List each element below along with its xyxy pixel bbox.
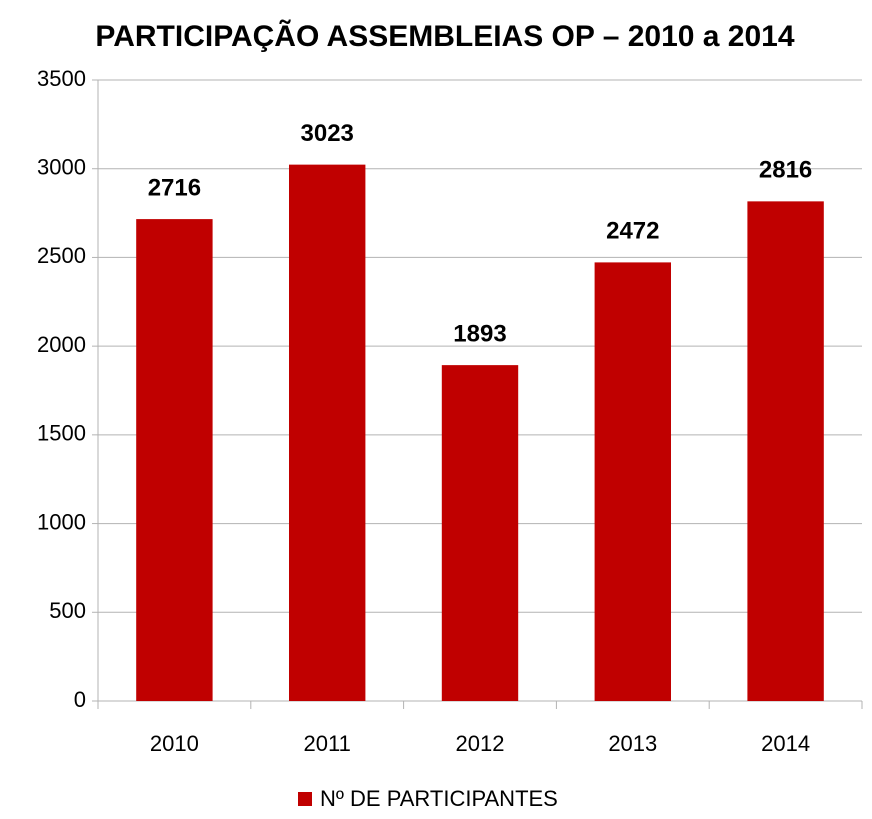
y-tick-label: 1500 (37, 421, 86, 446)
bar (747, 201, 824, 701)
bar (441, 365, 519, 701)
data-label: 2816 (759, 157, 812, 184)
y-tick-label: 3500 (37, 66, 86, 91)
chart-title: PARTICIPAÇÃO ASSEMBLEIAS OP – 2010 a 201… (95, 19, 794, 53)
y-tick-label: 1000 (37, 509, 86, 534)
x-tick-label: 2011 (304, 731, 351, 756)
data-label: 2472 (606, 218, 659, 245)
x-tick-label: 2014 (761, 731, 810, 756)
x-tick-label: 2013 (608, 731, 657, 756)
y-tick-label: 2000 (37, 332, 86, 357)
data-label: 1893 (453, 320, 506, 347)
legend-swatch (298, 792, 312, 806)
x-tick-label: 2012 (456, 731, 505, 756)
bar (594, 262, 671, 701)
y-tick-label: 3000 (37, 155, 86, 180)
x-tick-label: 2010 (150, 731, 199, 756)
bar (136, 219, 213, 701)
y-tick-label: 500 (49, 598, 86, 623)
y-tick-label: 0 (74, 687, 86, 712)
data-label: 2716 (148, 174, 201, 201)
legend-label: Nº DE PARTICIPANTES (320, 786, 558, 811)
bar (289, 164, 366, 701)
data-label: 3023 (301, 120, 354, 147)
y-tick-label: 2500 (37, 243, 86, 268)
